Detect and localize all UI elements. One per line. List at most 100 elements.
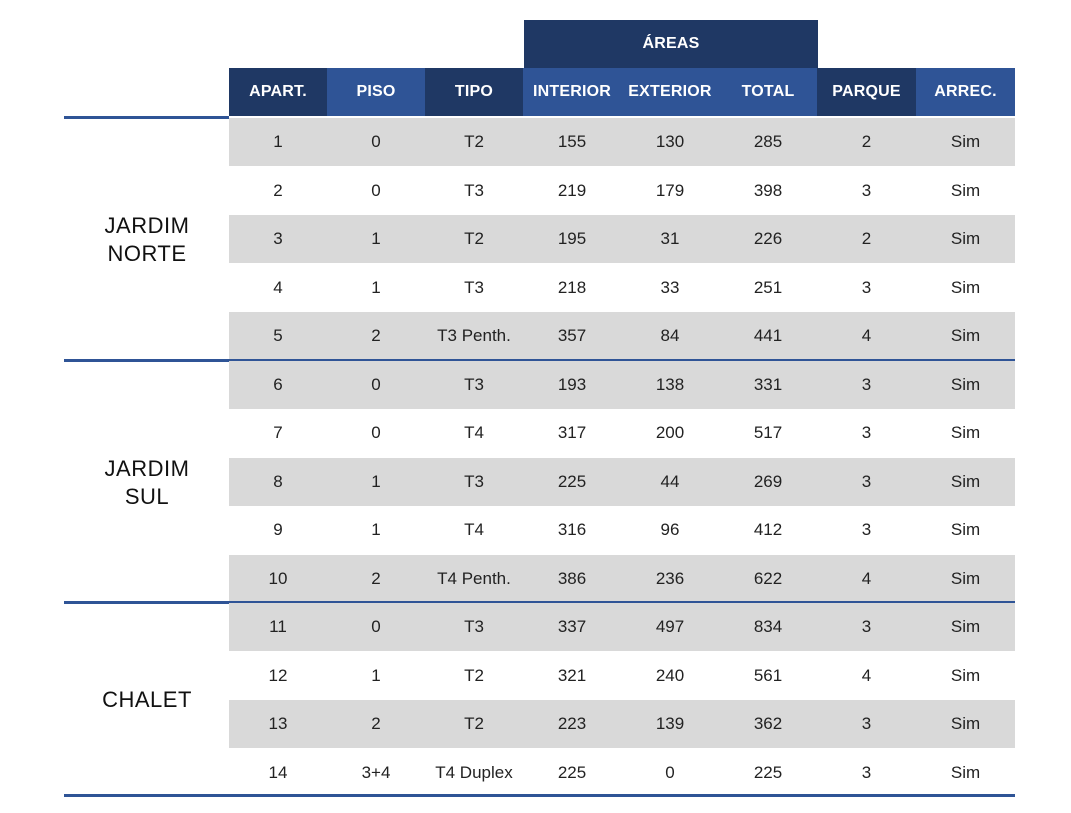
cell-parque: 4 xyxy=(861,326,872,345)
cell-arrec: Sim xyxy=(950,472,981,491)
cell-piso: 1 xyxy=(371,229,381,248)
cell-piso: 0 xyxy=(371,132,381,151)
cell-total: 225 xyxy=(753,763,783,782)
cell-piso: 3+4 xyxy=(361,763,391,782)
cell-total: 269 xyxy=(753,472,783,491)
cell-tipo: T4 xyxy=(464,520,484,539)
cell-parque: 3 xyxy=(861,472,872,491)
cell-exterior: 139 xyxy=(655,714,685,733)
group-label: JARDIM SUL xyxy=(64,361,230,604)
cell-interior: 337 xyxy=(557,617,587,636)
table-row: 1 0 T2 155 130 285 2 Sim xyxy=(229,118,1015,166)
cell-exterior: 84 xyxy=(660,326,680,345)
cell-exterior: 130 xyxy=(655,132,685,151)
cell-interior: 317 xyxy=(557,423,587,442)
cell-parque: 4 xyxy=(861,666,872,685)
table-bottom-border xyxy=(64,794,1015,797)
cell-tipo: T4 Penth. xyxy=(437,569,511,588)
cell-apart: 1 xyxy=(273,132,283,151)
cell-piso: 1 xyxy=(371,472,381,491)
table-row: 9 1 T4 316 96 412 3 Sim xyxy=(229,506,1015,554)
cell-tipo: T3 Penth. xyxy=(437,326,511,345)
cell-arrec: Sim xyxy=(950,181,981,200)
column-header-total: TOTAL xyxy=(719,68,817,116)
cell-exterior: 31 xyxy=(660,229,680,248)
cell-piso: 1 xyxy=(371,278,381,297)
cell-piso: 2 xyxy=(371,569,381,588)
cell-exterior: 200 xyxy=(655,423,685,442)
cell-tipo: T2 xyxy=(464,132,484,151)
table-row: 6 0 T3 193 138 331 3 Sim xyxy=(229,361,1015,409)
cell-piso: 0 xyxy=(371,181,381,200)
cell-interior: 357 xyxy=(557,326,587,345)
cell-total: 622 xyxy=(753,569,783,588)
group-separator xyxy=(64,358,1015,362)
table-row: 13 2 T2 223 139 362 3 Sim xyxy=(229,700,1015,748)
cell-arrec: Sim xyxy=(950,326,981,345)
table-row: 8 1 T3 225 44 269 3 Sim xyxy=(229,458,1015,506)
cell-apart: 11 xyxy=(269,617,287,636)
cell-parque: 3 xyxy=(861,278,872,297)
cell-total: 285 xyxy=(753,132,783,151)
cell-apart: 13 xyxy=(268,714,288,733)
column-header-piso: PISO xyxy=(327,68,425,116)
cell-tipo: T3 xyxy=(464,278,484,297)
cell-interior: 155 xyxy=(557,132,587,151)
group-label-text: CHALET xyxy=(102,687,192,712)
cell-tipo: T3 xyxy=(464,617,484,636)
cell-apart: 12 xyxy=(268,666,288,685)
table-row: 5 2 T3 Penth. 357 84 441 4 Sim xyxy=(229,312,1015,360)
column-header-arrec: ARREC. xyxy=(916,68,1015,116)
cell-parque: 3 xyxy=(861,714,872,733)
cell-interior: 225 xyxy=(557,472,587,491)
column-header-exterior: EXTERIOR xyxy=(621,68,719,116)
cell-apart: 2 xyxy=(273,181,283,200)
cell-apart: 14 xyxy=(268,763,288,782)
cell-total: 226 xyxy=(753,229,783,248)
column-header-apart: APART. xyxy=(229,68,327,116)
cell-piso: 0 xyxy=(371,423,381,442)
cell-tipo: T2 xyxy=(464,229,484,248)
cell-parque: 3 xyxy=(861,423,872,442)
cell-arrec: Sim xyxy=(950,278,981,297)
cell-parque: 2 xyxy=(861,132,872,151)
group-label-text: JARDIM NORTE xyxy=(104,212,190,266)
group-label-text: JARDIM SUL xyxy=(104,455,190,509)
cell-apart: 10 xyxy=(268,569,288,588)
cell-exterior: 44 xyxy=(660,472,680,491)
cell-parque: 3 xyxy=(861,617,872,636)
cell-total: 412 xyxy=(753,520,783,539)
table-row: 3 1 T2 195 31 226 2 Sim xyxy=(229,215,1015,263)
cell-total: 517 xyxy=(753,423,783,442)
cell-interior: 223 xyxy=(557,714,587,733)
column-header-tipo: TIPO xyxy=(425,68,523,116)
cell-interior: 195 xyxy=(557,229,587,248)
cell-interior: 219 xyxy=(557,181,587,200)
cell-interior: 386 xyxy=(557,569,587,588)
cell-arrec: Sim xyxy=(950,569,981,588)
cell-parque: 4 xyxy=(861,569,872,588)
cell-parque: 3 xyxy=(861,181,872,200)
table-row: 12 1 T2 321 240 561 4 Sim xyxy=(229,652,1015,700)
cell-piso: 1 xyxy=(371,666,381,685)
column-header-parque: PARQUE xyxy=(817,68,916,116)
cell-apart: 9 xyxy=(273,520,283,539)
table-row: 11 0 T3 337 497 834 3 Sim xyxy=(229,603,1015,651)
cell-interior: 321 xyxy=(557,666,587,685)
cell-arrec: Sim xyxy=(950,132,981,151)
cell-apart: 8 xyxy=(273,472,283,491)
cell-total: 561 xyxy=(753,666,783,685)
cell-arrec: Sim xyxy=(950,763,981,782)
cell-arrec: Sim xyxy=(950,714,981,733)
group-label: CHALET xyxy=(64,603,230,797)
cell-interior: 316 xyxy=(557,520,587,539)
cell-exterior: 236 xyxy=(655,569,685,588)
cell-tipo: T4 Duplex xyxy=(435,763,513,782)
cell-exterior: 179 xyxy=(655,181,685,200)
cell-tipo: T3 xyxy=(464,181,484,200)
cell-total: 251 xyxy=(753,278,783,297)
cell-apart: 7 xyxy=(273,423,283,442)
cell-interior: 193 xyxy=(557,375,587,394)
cell-arrec: Sim xyxy=(950,520,981,539)
cell-piso: 2 xyxy=(371,714,381,733)
